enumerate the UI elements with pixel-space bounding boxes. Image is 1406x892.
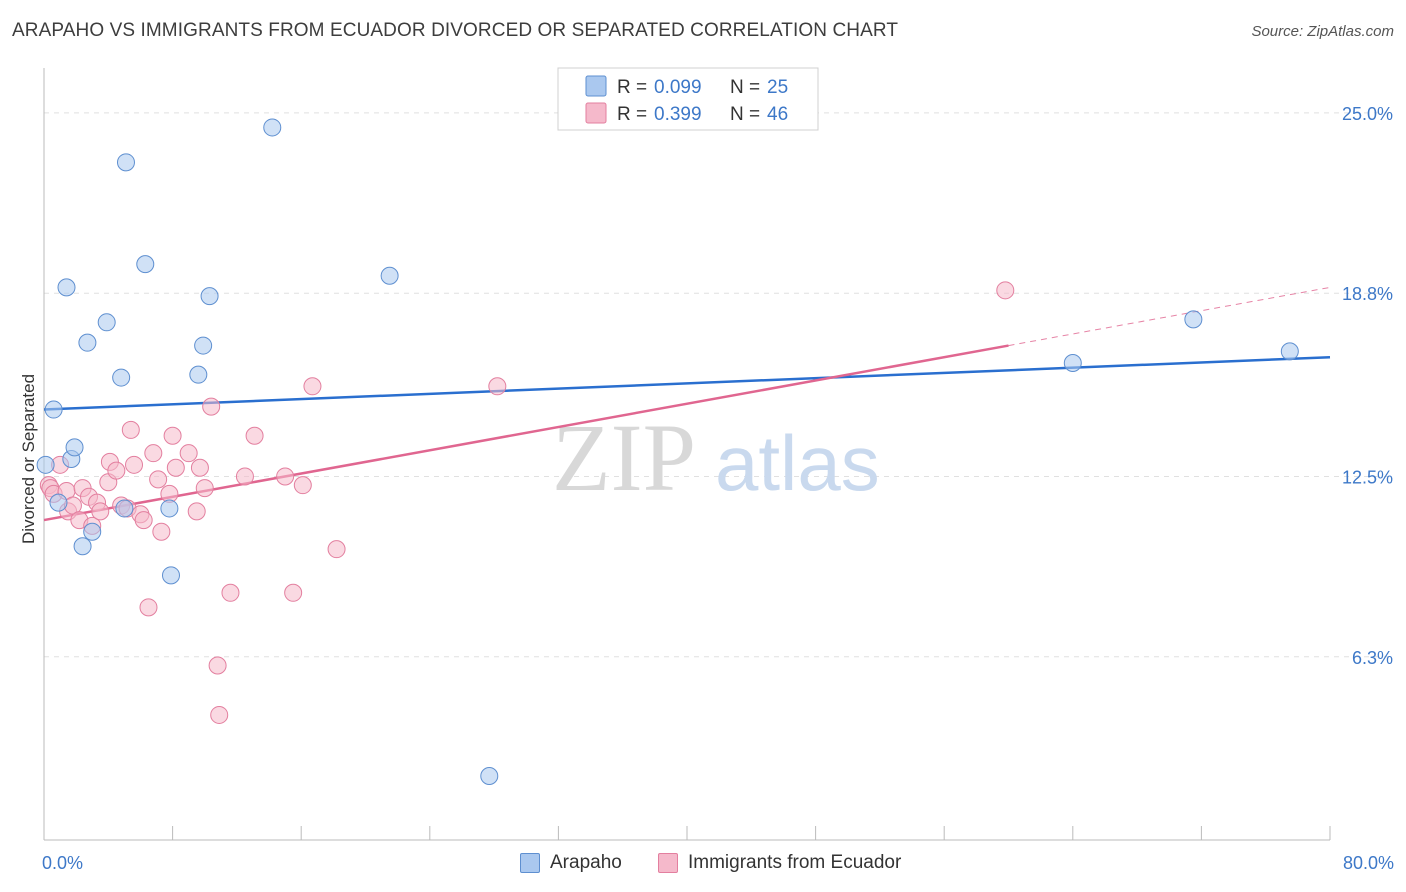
legend-label-ecuador: Immigrants from Ecuador — [688, 852, 902, 873]
stats-legend-n-label: N = — [730, 104, 760, 125]
data-point-arapaho — [1063, 354, 1082, 373]
chart-title: ARAPAHO VS IMMIGRANTS FROM ECUADOR DIVOR… — [12, 20, 899, 41]
legend-label-arapaho: Arapaho — [550, 852, 622, 873]
data-point-ecuador — [166, 458, 185, 477]
data-point-ecuador — [208, 656, 227, 675]
data-point-ecuador — [293, 476, 312, 495]
data-point-ecuador — [187, 502, 206, 521]
data-point-arapaho — [161, 566, 180, 585]
data-point-arapaho — [480, 767, 499, 786]
data-point-ecuador — [179, 444, 198, 463]
stats-legend-n-label: N = — [730, 77, 760, 98]
data-point-ecuador — [125, 455, 144, 474]
stats-legend-n-value: 46 — [767, 104, 788, 125]
series-legend: Arapaho Immigrants from Ecuador — [0, 850, 1406, 880]
axes — [43, 68, 1331, 841]
x-tick-label: 0.0% — [42, 853, 83, 873]
data-point-arapaho — [83, 522, 102, 541]
data-point-ecuador — [284, 583, 303, 602]
stats-legend-n-value: 25 — [767, 77, 788, 98]
data-point-arapaho — [136, 255, 155, 274]
data-point-ecuador — [195, 479, 214, 498]
data-point-ecuador — [163, 426, 182, 445]
data-point-ecuador — [488, 377, 507, 396]
data-point-ecuador — [121, 420, 140, 439]
stats-legend-swatch — [585, 75, 607, 97]
data-point-ecuador — [303, 377, 322, 396]
stats-legend-r-label: R = — [617, 104, 647, 125]
data-point-ecuador — [245, 426, 264, 445]
data-point-ecuador — [152, 522, 171, 541]
source-credit: Source: ZipAtlas.com — [1251, 23, 1394, 40]
legend-item-ecuador[interactable]: Immigrants from Ecuador — [658, 852, 901, 874]
data-point-arapaho — [73, 537, 92, 556]
data-point-ecuador — [202, 397, 221, 416]
watermark-zip: ZIP — [552, 404, 696, 511]
y-tick-label: 6.3% — [1352, 648, 1393, 668]
data-point-arapaho — [36, 455, 55, 474]
data-point-arapaho — [49, 493, 68, 512]
data-point-arapaho — [263, 118, 282, 137]
grid-lines — [44, 112, 1394, 658]
data-point-arapaho — [57, 278, 76, 297]
data-point-arapaho — [116, 153, 135, 172]
stats-legend-r-label: R = — [617, 77, 647, 98]
data-point-arapaho — [194, 336, 213, 355]
axis-labels: 25.0% 18.8% 12.5% 6.3% 0.0% 80.0% Divorced or … — [19, 104, 1394, 873]
y-tick-label: 12.5% — [1342, 467, 1393, 487]
stats-legend: R = 0.099 N = 25 R = 0.399 N = 46 — [557, 67, 819, 131]
data-point-arapaho — [160, 499, 179, 518]
data-point-ecuador — [276, 467, 295, 486]
data-point-ecuador — [221, 583, 240, 602]
legend-item-arapaho[interactable]: Arapaho — [520, 852, 622, 874]
watermark-atlas: atlas — [715, 419, 880, 507]
data-point-ecuador — [149, 470, 168, 489]
trend-line-extension-1 — [1008, 286, 1331, 347]
data-point-ecuador — [235, 467, 254, 486]
data-point-arapaho — [112, 368, 131, 387]
data-point-ecuador — [134, 511, 153, 530]
data-point-arapaho — [44, 400, 63, 419]
data-point-ecuador — [139, 598, 158, 617]
data-point-arapaho — [78, 333, 97, 352]
data-point-arapaho — [189, 365, 208, 384]
data-point-ecuador — [210, 705, 229, 724]
stats-legend-r-value: 0.099 — [654, 77, 702, 98]
y-tick-label: 25.0% — [1342, 104, 1393, 124]
data-point-arapaho — [97, 313, 116, 332]
data-point-arapaho — [1280, 342, 1299, 361]
data-point-arapaho — [1184, 310, 1203, 329]
data-point-arapaho — [115, 499, 134, 518]
stats-legend-swatch — [585, 102, 607, 124]
data-point-ecuador — [996, 281, 1015, 300]
watermark: ZIP atlas — [552, 404, 880, 511]
y-axis-title: Divorced or Separated — [19, 374, 38, 544]
data-points — [36, 118, 1299, 786]
y-tick-label: 18.8% — [1342, 284, 1393, 304]
data-point-ecuador — [144, 444, 163, 463]
legend-swatch-arapaho — [520, 853, 540, 873]
data-point-ecuador — [91, 502, 110, 521]
data-point-ecuador — [190, 458, 209, 477]
data-point-ecuador — [107, 461, 126, 480]
data-point-arapaho — [380, 266, 399, 285]
legend-swatch-ecuador — [658, 853, 678, 873]
data-point-ecuador — [327, 540, 346, 559]
data-point-arapaho — [200, 287, 219, 306]
data-point-arapaho — [65, 438, 84, 457]
x-tick-label: 80.0% — [1343, 853, 1394, 873]
stats-legend-r-value: 0.399 — [654, 104, 702, 125]
trend-line-0 — [43, 355, 1331, 411]
